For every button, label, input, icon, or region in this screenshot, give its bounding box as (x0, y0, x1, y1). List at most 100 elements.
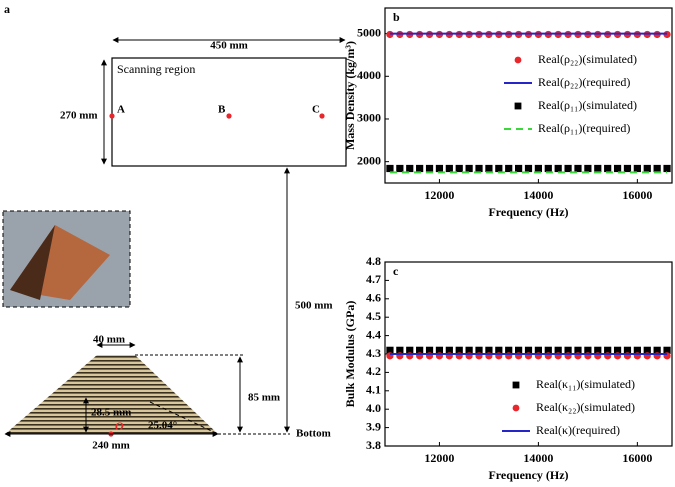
data-point (445, 346, 453, 354)
data-point (653, 164, 661, 173)
legend-label: Real(ρ₁₁)(simulated) (538, 98, 637, 112)
x-tick-label: 16000 (622, 451, 652, 465)
bottom-label: Bottom (296, 428, 331, 440)
data-point (594, 346, 602, 354)
data-point (524, 164, 533, 173)
data-point (455, 346, 463, 354)
scanning-region (111, 57, 347, 167)
x-tick-label: 12000 (424, 188, 454, 202)
data-point (544, 346, 552, 354)
angle-label: 25.04° (148, 420, 177, 432)
data-point (416, 164, 424, 173)
dimension-label: 240 mm (92, 440, 130, 452)
x-tick-label: 14000 (523, 188, 553, 202)
data-point (604, 346, 612, 354)
plot-frame (384, 7, 673, 184)
data-point (544, 164, 552, 173)
region-label: Scanning region (117, 62, 195, 76)
y-tick-label: 5000 (357, 25, 381, 39)
legend-label: Real(κ₁₁)(simulated) (536, 377, 635, 391)
diagram: a 450 mm Scanning region 270 mm A B C 50… (2, 2, 347, 452)
data-point (574, 164, 582, 173)
legend-label: Real(ρ₂₂)(required) (538, 75, 630, 89)
legend-label: Real(κ)(required) (536, 423, 620, 437)
x-axis-title: Frequency (Hz) (488, 468, 568, 482)
y-tick-label: 4.2 (366, 364, 381, 378)
dimension-label: 270 mm (60, 110, 98, 122)
point-label: A (117, 104, 125, 116)
data-point (505, 346, 513, 354)
data-point (633, 164, 641, 173)
y-tick-label: 3000 (357, 111, 381, 125)
x-tick-label: 12000 (424, 451, 454, 465)
legend-marker (514, 56, 522, 64)
y-tick-label: 4.6 (366, 291, 381, 305)
panel-label: c (393, 264, 399, 278)
data-point (386, 346, 394, 354)
data-point (505, 164, 513, 173)
panel-label: a (4, 2, 10, 16)
data-point (524, 346, 533, 354)
data-point (643, 164, 651, 173)
data-point (406, 346, 414, 354)
data-point (663, 346, 671, 354)
data-point (475, 164, 483, 173)
legend-label: Real(κ₂₂)(simulated) (536, 400, 635, 414)
data-point (663, 164, 671, 173)
data-point (564, 346, 572, 354)
prism (5, 355, 218, 434)
data-point (416, 346, 424, 354)
data-point (465, 346, 473, 354)
guide (149, 401, 219, 435)
y-tick-label: 3.9 (366, 419, 381, 433)
y-tick-label: 4.3 (366, 346, 381, 360)
data-point (515, 346, 523, 354)
y-tick-label: 4.7 (366, 272, 381, 286)
data-point (475, 346, 483, 354)
x-axis-title: Frequency (Hz) (488, 205, 568, 219)
panel-label: b (393, 10, 400, 24)
dimension-label: 450 mm (210, 40, 248, 52)
y-tick-label: 2000 (357, 153, 381, 167)
data-point (604, 164, 612, 173)
data-point (495, 164, 503, 173)
dimension-label: 40 mm (93, 334, 125, 346)
data-point (386, 164, 394, 173)
data-point (445, 164, 453, 173)
x-tick-label: 14000 (523, 451, 553, 465)
y-tick-label: 4.0 (366, 401, 381, 415)
point-label: B (218, 104, 226, 116)
data-point (623, 164, 632, 173)
data-point (425, 346, 434, 354)
data-point (485, 164, 493, 173)
data-point (653, 346, 661, 354)
data-point (613, 164, 622, 173)
point (109, 113, 115, 119)
data-point (495, 346, 503, 354)
data-point (515, 164, 523, 173)
point (226, 113, 232, 119)
data-point (623, 346, 632, 354)
data-point (425, 164, 434, 173)
y-tick-label: 4.4 (366, 327, 381, 341)
legend-marker (514, 102, 522, 110)
data-point (465, 164, 473, 173)
x-tick-label: 16000 (622, 188, 652, 202)
data-point (564, 164, 572, 173)
data-point (574, 346, 582, 354)
data-point (554, 164, 562, 173)
legend-label: Real(ρ₁₁)(required) (538, 121, 630, 135)
legend-marker (512, 404, 520, 412)
dimension-label: 85 mm (248, 392, 280, 404)
photo-object (10, 225, 55, 300)
data-point (435, 346, 444, 354)
origin-label: O (115, 419, 124, 433)
data-point (643, 346, 651, 354)
data-point (594, 164, 602, 173)
data-point (584, 346, 592, 354)
y-tick-label: 4.1 (366, 383, 381, 397)
data-point (554, 346, 562, 354)
data-point (396, 164, 404, 173)
